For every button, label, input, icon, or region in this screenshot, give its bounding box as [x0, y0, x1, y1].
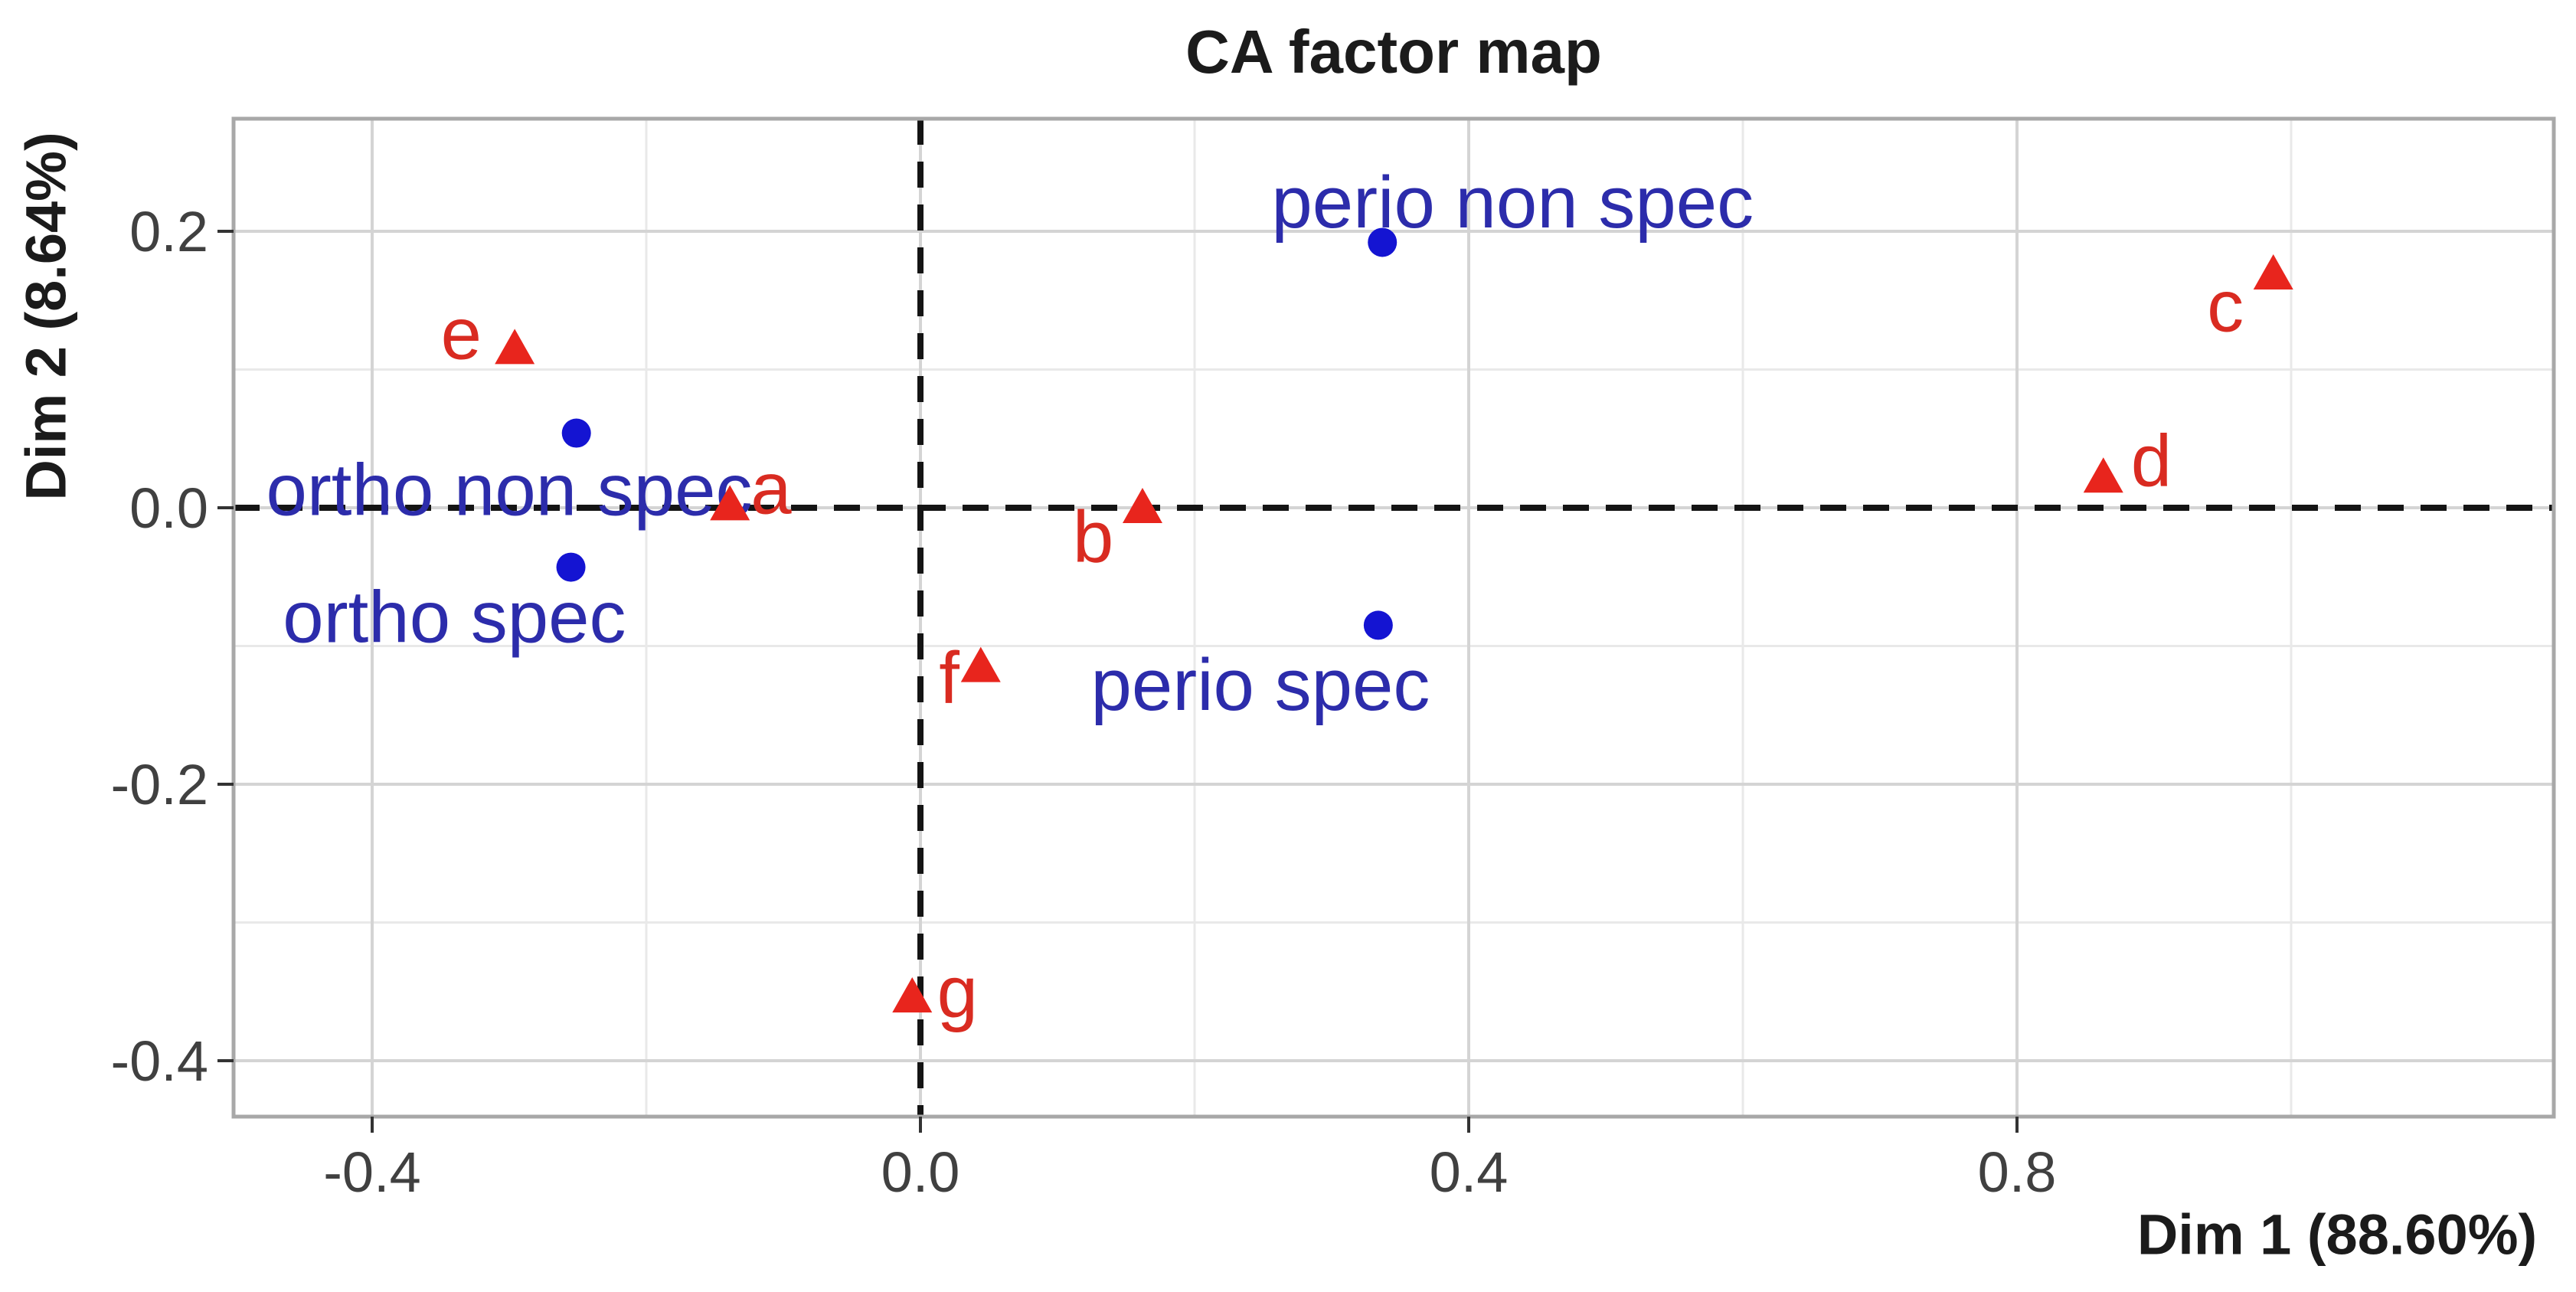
data-point-g [892, 976, 933, 1012]
data-point-c [2253, 253, 2293, 289]
point-label-e: e [441, 293, 482, 375]
y-tick-label: -0.2 [110, 753, 208, 816]
data-point-perio-spec [1363, 610, 1393, 640]
data-point-perio-non-spec [1368, 227, 1398, 257]
data-point-b [1122, 488, 1162, 523]
data-point-ortho-non-spec [561, 418, 591, 448]
point-label-ortho-spec: ortho spec [283, 577, 626, 659]
x-tick-label: 0.0 [881, 1140, 960, 1204]
data-point-ortho-spec [556, 552, 586, 582]
point-label-b: b [1073, 496, 1113, 578]
point-label-f: f [939, 637, 959, 719]
point-label-perio-non-spec: perio non spec [1271, 162, 1754, 244]
data-point-f [960, 646, 1001, 682]
data-point-a [710, 485, 750, 521]
y-tick-label: -0.4 [110, 1029, 208, 1093]
x-tick-label: 0.4 [1430, 1140, 1509, 1204]
data-point-e [495, 329, 535, 365]
y-axis-title: Dim 2 (8.64%) [14, 132, 78, 501]
panel-border [231, 116, 2556, 1119]
point-label-perio-spec: perio spec [1090, 644, 1430, 726]
x-axis-title: Dim 1 (88.60%) [2136, 1202, 2538, 1267]
data-point-d [2083, 457, 2123, 493]
x-tick-label: 0.8 [1978, 1140, 2057, 1204]
point-label-a: a [750, 448, 792, 530]
point-label-ortho-non-spec: ortho non spec [266, 450, 752, 532]
plot-title: CA factor map [1185, 18, 1602, 86]
point-label-d: d [2131, 420, 2172, 502]
point-label-c: c [2207, 265, 2244, 347]
point-label-g: g [937, 951, 978, 1033]
plot-panel [234, 119, 2554, 1117]
y-tick-label: 0.2 [129, 200, 208, 263]
y-tick-label: 0.0 [129, 476, 208, 540]
x-tick-label: -0.4 [323, 1140, 421, 1204]
